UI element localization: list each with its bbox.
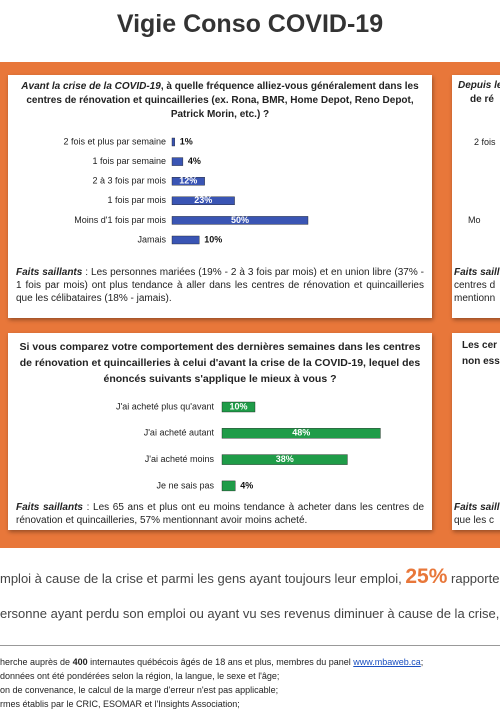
question: Si vous comparez votre comportement des …: [19, 341, 421, 385]
chart: 2 fois et plus par semaine 1% 1 fois par s…: [63, 136, 309, 245]
bar: [171, 196, 235, 206]
side-text: Faits saill: [454, 267, 500, 278]
side-text: Faits saill: [454, 502, 500, 513]
bar: [221, 454, 348, 465]
highlights-label: Faits saillants: [16, 502, 83, 513]
question-italic: Avant la crise de la COVID-19: [21, 81, 161, 92]
highlights-text: : Les personnes mariées (19% - 2 à 3 foi…: [16, 267, 425, 304]
category-label: Moins d'1 fois par mois: [74, 215, 166, 225]
footnote-text: herche auprès de: [0, 657, 73, 667]
side-text: que les c: [454, 515, 495, 526]
bar: [221, 428, 381, 439]
footnote: on de convenance, le calcul de la marge …: [0, 685, 279, 695]
divider: [0, 645, 500, 646]
summary-text: rapporter: [447, 571, 500, 586]
category-label: 1 fois par semaine: [92, 156, 166, 166]
category-label: Jamais: [137, 234, 166, 244]
side-text: Depuis le: [458, 80, 500, 91]
value-label: 50%: [231, 215, 249, 225]
question-text: , à quelle fréquence alliez-vous général…: [26, 81, 419, 120]
chart: J'ai acheté plus qu'avant 10% J'ai acheté …: [116, 401, 381, 492]
category-label: J'ai acheté moins: [145, 454, 215, 464]
value-label: 38%: [276, 454, 294, 464]
footnote-number: 400: [72, 657, 88, 667]
footnote: données ont été pondérées selon la régio…: [0, 671, 280, 681]
footnote: herche auprès de 400 internautes québéco…: [0, 657, 423, 667]
value-label: 4%: [240, 480, 253, 490]
highlights-text: : Les 65 ans et plus ont eu moins tendan…: [16, 502, 425, 526]
question: Avant la crise de la COVID-19, à quelle …: [18, 80, 422, 122]
chart-panel: Si vous comparez votre comportement des …: [8, 333, 432, 530]
category-label: J'ai acheté autant: [144, 428, 215, 438]
side-text: Mo: [468, 215, 481, 225]
value-label: 48%: [292, 428, 310, 438]
category-label: 2 fois et plus par semaine: [63, 136, 166, 146]
summary-line: ersonne ayant perdu son emploi ou ayant …: [0, 606, 500, 621]
side-text: Les cer: [462, 340, 498, 351]
value-label: 10%: [204, 234, 222, 244]
value-label: 23%: [194, 195, 212, 205]
side-panel: Depuis le de ré 2 fois Mo Faits saill ce…: [452, 75, 500, 318]
bar: [171, 216, 309, 225]
side-text: centres d: [454, 280, 496, 291]
summary-line: mploi à cause de la crise et parmi les g…: [0, 565, 500, 589]
side-text: 2 fois: [474, 137, 496, 147]
bar: [221, 480, 236, 492]
value-label: 12%: [179, 176, 197, 186]
side-text: non ess: [462, 356, 500, 367]
footnote-text: internautes québécois âgés de 18 ans et …: [87, 657, 354, 667]
highlights: Faits saillants : Les 65 ans et plus ont…: [16, 501, 424, 527]
category-label: 1 fois par mois: [107, 195, 166, 205]
bar: [171, 157, 184, 166]
side-text: mentionn: [454, 293, 496, 304]
side-text: de ré: [470, 94, 494, 105]
category-label: Je ne sais pas: [156, 480, 214, 490]
bar: [221, 401, 256, 413]
highlight-number: 25%: [405, 565, 448, 588]
footnote-text: ;: [420, 657, 424, 667]
value-label: 1%: [180, 136, 193, 146]
page-title: Vigie Conso COVID-19: [116, 10, 384, 38]
category-label: 2 à 3 fois par mois: [92, 176, 166, 186]
highlights-label: Faits saillants: [16, 267, 83, 278]
highlights: Faits saillants : Les personnes mariées …: [16, 266, 424, 305]
link[interactable]: www.mbaweb.ca: [353, 657, 421, 667]
side-panel: Les cer non ess Faits saill que les c: [452, 333, 500, 530]
footnote: rmes établis par le CRIC, ESOMAR et l'In…: [0, 699, 240, 709]
category-label: J'ai acheté plus qu'avant: [116, 401, 215, 411]
bar: [171, 137, 175, 147]
value-label: 4%: [188, 156, 201, 166]
bar: [171, 235, 200, 245]
value-label: 10%: [229, 401, 247, 411]
chart-panel: Avant la crise de la COVID-19, à quelle …: [8, 75, 432, 318]
summary-text: mploi à cause de la crise et parmi les g…: [0, 571, 406, 586]
bar: [171, 177, 205, 186]
